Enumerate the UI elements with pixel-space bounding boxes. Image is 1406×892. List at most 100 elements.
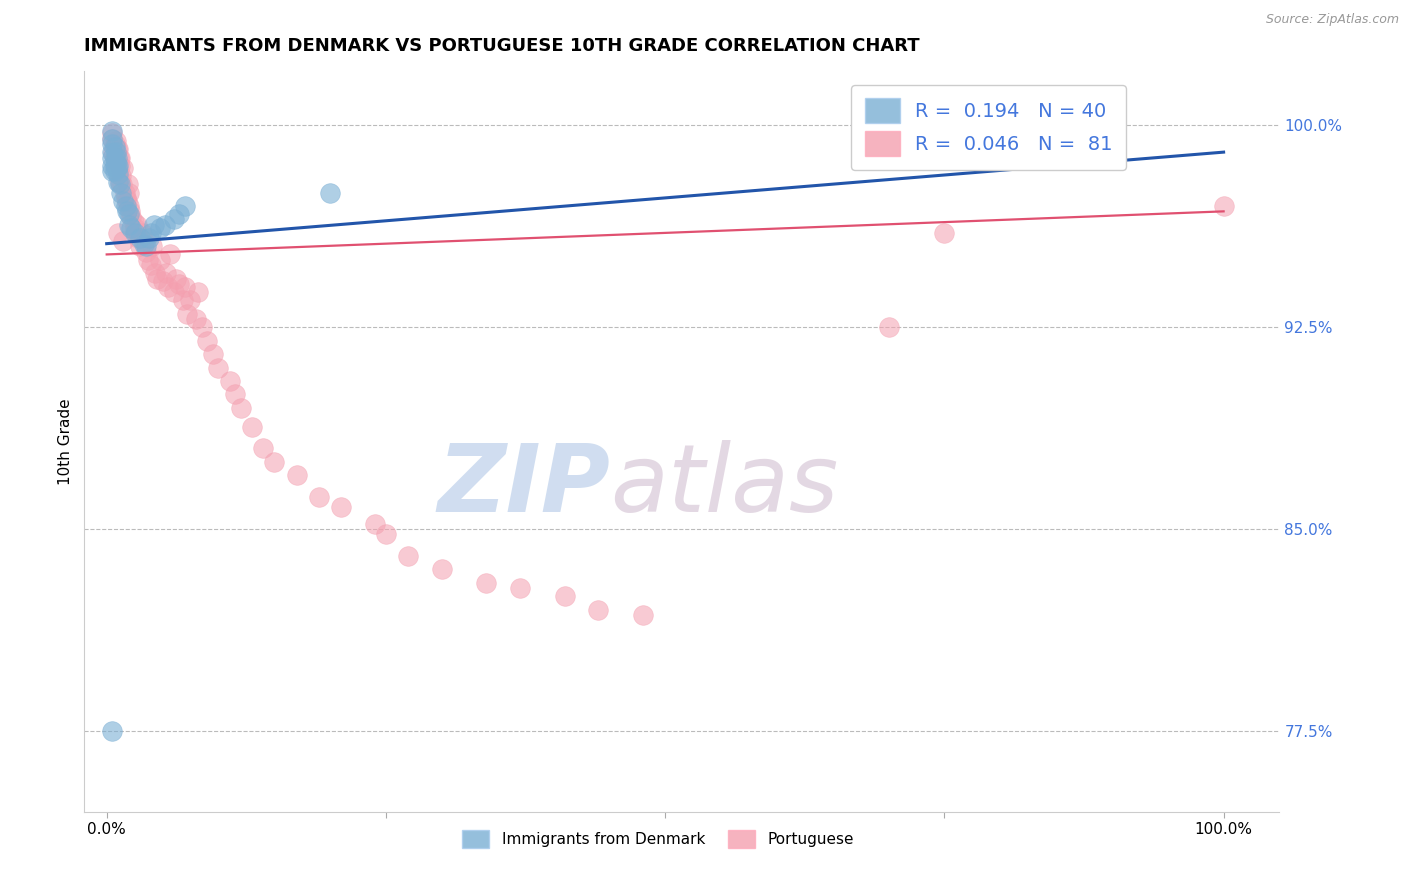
Point <box>187 285 209 299</box>
Y-axis label: 10th Grade: 10th Grade <box>58 398 73 485</box>
Point <box>153 218 176 232</box>
Point <box>105 151 128 165</box>
Point <box>184 312 207 326</box>
Point <box>110 186 132 200</box>
Point <box>107 226 129 240</box>
Point <box>143 266 166 280</box>
Text: atlas: atlas <box>610 441 838 532</box>
Point <box>112 161 135 176</box>
Point <box>105 161 128 176</box>
Point <box>124 220 146 235</box>
Point <box>115 194 138 208</box>
Point <box>112 194 135 208</box>
Point <box>285 468 308 483</box>
Point <box>218 374 240 388</box>
Point <box>129 239 152 253</box>
Point <box>165 271 187 285</box>
Point <box>173 199 195 213</box>
Point <box>104 153 127 168</box>
Point <box>104 156 127 170</box>
Point <box>172 293 194 308</box>
Point <box>101 123 124 137</box>
Point <box>149 220 172 235</box>
Point <box>229 401 252 415</box>
Point <box>118 218 141 232</box>
Point <box>103 164 125 178</box>
Point <box>586 603 609 617</box>
Point <box>330 500 353 515</box>
Point <box>163 212 186 227</box>
Point <box>108 178 131 192</box>
Point <box>118 207 141 221</box>
Point <box>117 178 139 192</box>
Point <box>263 455 285 469</box>
Point <box>112 234 135 248</box>
Point <box>129 231 152 245</box>
Point <box>934 226 956 240</box>
Point <box>101 159 124 173</box>
Point <box>201 347 224 361</box>
Point <box>190 320 212 334</box>
Point <box>101 151 124 165</box>
Point <box>146 271 169 285</box>
Point <box>101 131 124 145</box>
Point <box>141 258 163 272</box>
Text: ZIP: ZIP <box>437 440 610 532</box>
Text: Source: ZipAtlas.com: Source: ZipAtlas.com <box>1265 13 1399 27</box>
Point <box>135 244 157 259</box>
Point <box>141 226 163 240</box>
Point <box>105 143 128 157</box>
Point <box>114 191 136 205</box>
Point <box>169 207 191 221</box>
Point <box>176 307 198 321</box>
Point <box>125 218 148 232</box>
Point <box>240 419 263 434</box>
Point <box>101 164 124 178</box>
Point <box>107 143 129 157</box>
Point <box>152 274 174 288</box>
Point <box>179 293 201 308</box>
Point <box>631 608 654 623</box>
Point <box>1212 199 1234 213</box>
Point <box>104 134 127 148</box>
Point <box>132 236 155 251</box>
Point <box>107 164 129 178</box>
Point <box>114 199 136 213</box>
Point <box>169 277 191 291</box>
Point <box>149 252 172 267</box>
Point <box>136 252 159 267</box>
Point <box>104 145 127 160</box>
Point <box>120 220 142 235</box>
Point <box>107 159 129 173</box>
Point <box>396 549 419 563</box>
Point <box>108 175 131 189</box>
Point <box>308 490 330 504</box>
Point <box>111 178 134 192</box>
Point <box>101 126 124 140</box>
Point <box>101 145 124 160</box>
Point <box>157 279 180 293</box>
Point <box>103 151 125 165</box>
Text: IMMIGRANTS FROM DENMARK VS PORTUGUESE 10TH GRADE CORRELATION CHART: IMMIGRANTS FROM DENMARK VS PORTUGUESE 10… <box>84 37 920 54</box>
Point <box>141 239 163 253</box>
Point <box>103 140 125 154</box>
Point <box>138 231 160 245</box>
Point <box>475 575 498 590</box>
Point <box>110 169 132 184</box>
Point <box>159 247 181 261</box>
Point <box>155 266 177 280</box>
Point <box>101 131 124 145</box>
Point <box>114 186 136 200</box>
Point <box>103 136 125 151</box>
Point <box>108 151 131 165</box>
Point <box>108 159 131 173</box>
Point <box>195 334 218 348</box>
Point <box>120 210 142 224</box>
Point <box>163 285 186 299</box>
Point <box>877 320 900 334</box>
Point <box>131 226 153 240</box>
Point <box>554 590 576 604</box>
Point <box>101 136 124 151</box>
Point <box>118 199 141 213</box>
Point <box>430 562 453 576</box>
